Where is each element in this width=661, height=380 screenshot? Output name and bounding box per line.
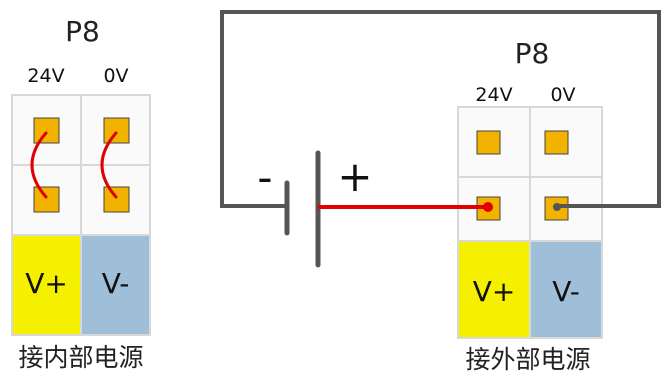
external-wiring xyxy=(220,10,661,268)
right-connector-title: P8 xyxy=(514,37,550,70)
left-jumper-24v xyxy=(30,131,48,199)
wire-end-dot-24v xyxy=(483,202,493,212)
left-connector-block xyxy=(11,94,151,336)
left-vminus-label: V- xyxy=(101,267,130,300)
battery-minus-sign: - xyxy=(257,153,273,202)
left-pin-label-24v: 24V xyxy=(27,65,65,87)
left-jumper-0v xyxy=(100,131,118,199)
left-pin-24v-top xyxy=(33,117,60,144)
left-vplus-terminal xyxy=(11,234,82,336)
right-connector-block xyxy=(457,106,603,339)
left-pin-24v-bottom xyxy=(33,186,60,213)
right-vplus-label: V+ xyxy=(472,275,516,308)
left-pin-0v-top xyxy=(103,117,130,144)
right-vminus-label: V- xyxy=(552,275,580,308)
right-vminus-terminal xyxy=(529,240,603,339)
left-pin-0v-bottom xyxy=(103,186,130,213)
right-vplus-terminal xyxy=(457,240,531,339)
right-pin-label-0v: 0V xyxy=(550,84,576,106)
left-pin-label-0v: 0V xyxy=(103,65,129,87)
right-pin-24v-top xyxy=(476,130,501,155)
wire-end-dot-0v xyxy=(553,203,561,211)
left-caption-internal-power: 接内部电源 xyxy=(18,343,144,372)
right-pin-0v-top xyxy=(544,130,569,155)
right-pin-label-24v: 24V xyxy=(475,84,513,106)
negative-wire-loop xyxy=(220,10,661,208)
battery-plus-sign: + xyxy=(337,152,373,201)
left-vplus-label: V+ xyxy=(25,267,68,300)
right-caption-external-power: 接外部电源 xyxy=(465,345,591,374)
left-connector-title: P8 xyxy=(65,15,100,48)
left-vminus-terminal xyxy=(80,234,151,336)
